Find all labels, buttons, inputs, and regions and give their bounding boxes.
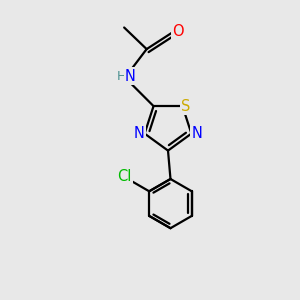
Text: H: H	[117, 70, 126, 83]
Text: N: N	[191, 126, 202, 141]
Text: S: S	[182, 99, 191, 114]
Text: O: O	[172, 24, 183, 39]
Text: Cl: Cl	[117, 169, 131, 184]
Text: N: N	[125, 69, 136, 84]
Text: N: N	[134, 126, 145, 141]
